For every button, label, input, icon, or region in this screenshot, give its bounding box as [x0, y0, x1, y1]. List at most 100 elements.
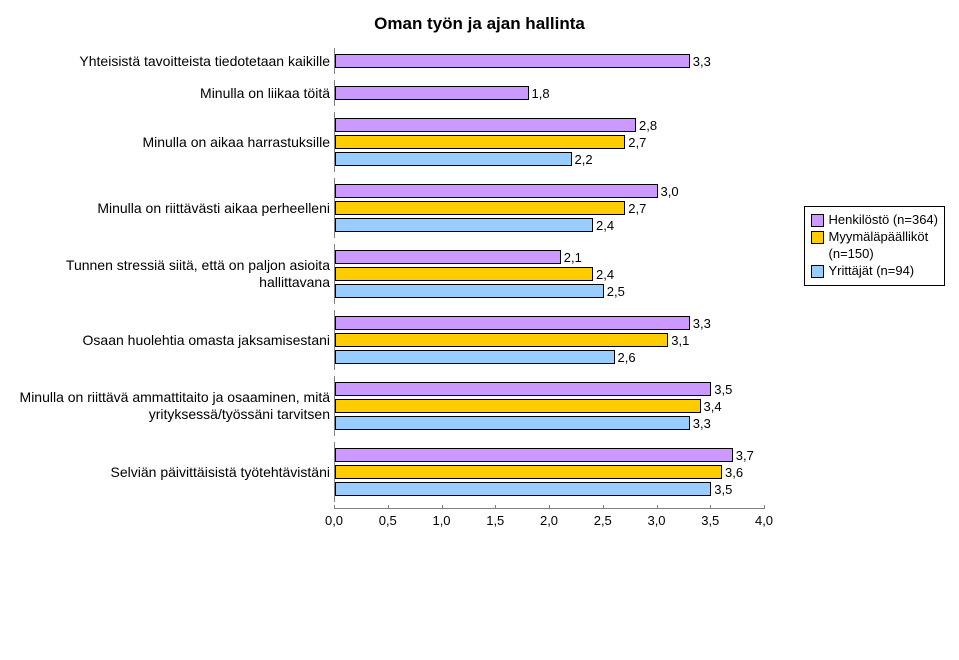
bar-row: 2,4: [335, 217, 765, 233]
bar: [335, 118, 636, 132]
legend-swatch: [811, 231, 824, 244]
x-tick: 1,0: [432, 513, 450, 528]
x-tick: 0,0: [325, 513, 343, 528]
bar-row: 2,5: [335, 283, 765, 299]
bar: [335, 152, 572, 166]
value-label: 2,7: [628, 135, 646, 150]
legend-label-line2: (n=150): [829, 247, 938, 262]
plot-region: 3,7 3,6 3,5: [334, 442, 765, 502]
category-label: Minulla on riittävä ammattitaito ja osaa…: [10, 389, 334, 423]
value-label: 1,8: [532, 86, 550, 101]
value-label: 2,4: [596, 218, 614, 233]
category-row: Selviän päivittäisistä työtehtävistäni3,…: [10, 442, 949, 502]
x-tick: 3,0: [647, 513, 665, 528]
bar: [335, 333, 668, 347]
legend-label: Myymäläpäälliköt: [829, 230, 929, 245]
value-label: 3,3: [693, 54, 711, 69]
bar: [335, 184, 658, 198]
bar: [335, 350, 615, 364]
bar-row: 2,8: [335, 117, 765, 133]
bar: [335, 250, 561, 264]
category-label: Minulla on aikaa harrastuksille: [10, 134, 334, 151]
bar-row: 3,3: [335, 53, 765, 69]
plot-region: 1,8: [334, 80, 765, 106]
bar: [335, 465, 722, 479]
bar-row: 3,6: [335, 464, 765, 480]
bar-row: 3,5: [335, 381, 765, 397]
bar: [335, 448, 733, 462]
category-row: Osaan huolehtia omasta jaksamisestani3,3…: [10, 310, 949, 370]
category-label: Tunnen stressiä siitä, että on paljon as…: [10, 257, 334, 291]
bar-row: 3,3: [335, 415, 765, 431]
x-tick: 2,0: [540, 513, 558, 528]
x-tick: 4,0: [755, 513, 773, 528]
bar: [335, 86, 529, 100]
bar-row: 2,2: [335, 151, 765, 167]
value-label: 3,1: [671, 333, 689, 348]
plot-region: 3,3 3,1 2,6: [334, 310, 765, 370]
legend-item: Myymäläpäälliköt: [811, 230, 938, 245]
x-axis: 0,00,51,01,52,02,53,03,54,0: [334, 508, 764, 537]
value-label: 2,4: [596, 267, 614, 282]
bar: [335, 135, 625, 149]
bar: [335, 54, 690, 68]
x-tick: 0,5: [379, 513, 397, 528]
legend-label: Yrittäjät (n=94): [829, 264, 915, 279]
bar-row: 2,7: [335, 200, 765, 216]
bar: [335, 201, 625, 215]
value-label: 3,5: [714, 382, 732, 397]
plot-region: 2,8 2,7 2,2: [334, 112, 765, 172]
plot-region: 2,1 2,4 2,5: [334, 244, 765, 304]
bar-row: 3,3: [335, 315, 765, 331]
legend: Henkilöstö (n=364) Myymäläpäälliköt (n=150…: [804, 206, 945, 286]
value-label: 2,6: [618, 350, 636, 365]
category-row: Minulla on liikaa töitä 1,8: [10, 80, 949, 106]
category-label: Yhteisistä tavoitteista tiedotetaan kaik…: [10, 53, 334, 70]
bar-row: 3,4: [335, 398, 765, 414]
bar: [335, 416, 690, 430]
legend-label: Henkilöstö (n=364): [829, 213, 938, 228]
legend-swatch: [811, 214, 824, 227]
plot-region: 3,3: [334, 48, 765, 74]
bar-row: 3,5: [335, 481, 765, 497]
value-label: 3,0: [661, 184, 679, 199]
value-label: 2,7: [628, 201, 646, 216]
legend-item: Henkilöstö (n=364): [811, 213, 938, 228]
value-label: 2,2: [575, 152, 593, 167]
category-label: Osaan huolehtia omasta jaksamisestani: [10, 332, 334, 349]
bar-row: 2,4: [335, 266, 765, 282]
plot-region: 3,5 3,4 3,3: [334, 376, 765, 436]
legend-item: Yrittäjät (n=94): [811, 264, 938, 279]
x-tick: 3,5: [701, 513, 719, 528]
bar-row: 3,0: [335, 183, 765, 199]
bar-row: 3,7: [335, 447, 765, 463]
bar: [335, 267, 593, 281]
bar: [335, 399, 701, 413]
value-label: 2,5: [607, 284, 625, 299]
category-label: Minulla on liikaa töitä: [10, 85, 334, 102]
category-label: Minulla on riittävästi aikaa perheelleni: [10, 200, 334, 217]
legend-swatch: [811, 265, 824, 278]
bar-row: 2,1: [335, 249, 765, 265]
value-label: 3,7: [736, 448, 754, 463]
bar: [335, 316, 690, 330]
category-label: Selviän päivittäisistä työtehtävistäni: [10, 464, 334, 481]
x-tick: 1,5: [486, 513, 504, 528]
bar-row: 3,1: [335, 332, 765, 348]
value-label: 3,5: [714, 482, 732, 497]
chart-area: Yhteisistä tavoitteista tiedotetaan kaik…: [10, 48, 949, 640]
category-row: Minulla on aikaa harrastuksille2,8 2,7 2,2: [10, 112, 949, 172]
value-label: 3,3: [693, 416, 711, 431]
x-tick: 2,5: [594, 513, 612, 528]
plot-region: 3,0 2,7 2,4: [334, 178, 765, 238]
bar: [335, 382, 711, 396]
bar-row: 1,8: [335, 85, 765, 101]
chart-title: Oman työn ja ajan hallinta: [0, 14, 959, 34]
bar: [335, 284, 604, 298]
value-label: 3,6: [725, 465, 743, 480]
category-row: Yhteisistä tavoitteista tiedotetaan kaik…: [10, 48, 949, 74]
value-label: 3,3: [693, 316, 711, 331]
value-label: 2,1: [564, 250, 582, 265]
value-label: 3,4: [704, 399, 722, 414]
category-row: Minulla on riittävä ammattitaito ja osaa…: [10, 376, 949, 436]
